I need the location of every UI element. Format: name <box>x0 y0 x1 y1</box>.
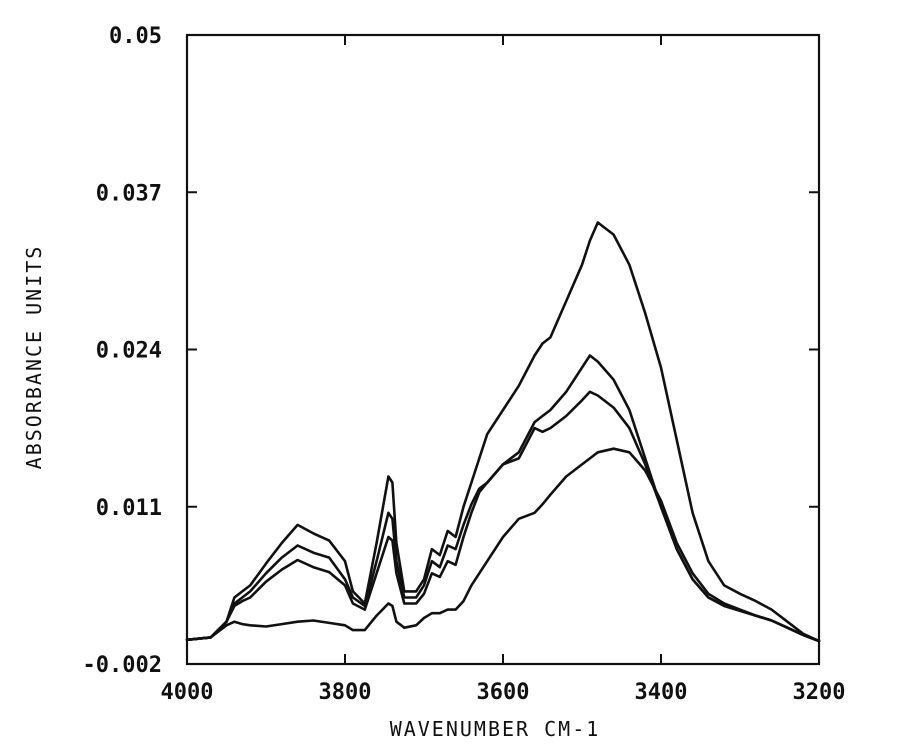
y-tick-label: 0.05 <box>109 24 162 49</box>
x-tick-label: 4000 <box>161 680 214 705</box>
y-tick-label: 0.024 <box>96 339 162 364</box>
y-axis-label: ABSORBANCE UNITS <box>22 245 46 470</box>
axis-ticks: 4000 3800 3600 3400 3200 -0.002 0.011 0.024 0.03… <box>83 24 846 705</box>
x-axis-label: WAVENUMBER CM-1 <box>390 717 601 741</box>
series-line-4 <box>185 447 821 643</box>
series-group <box>185 221 821 643</box>
x-tick-label: 3200 <box>793 680 846 705</box>
x-tick-label: 3600 <box>477 680 530 705</box>
x-tick-label: 3400 <box>635 680 688 705</box>
series-line-3 <box>185 390 821 643</box>
x-tick-label: 3800 <box>319 680 372 705</box>
y-tick-label: 0.011 <box>96 496 162 521</box>
series-line-1 <box>185 221 821 643</box>
y-tick-label: -0.002 <box>83 653 162 678</box>
series-line-2 <box>185 354 821 643</box>
y-tick-label: 0.037 <box>96 181 162 206</box>
